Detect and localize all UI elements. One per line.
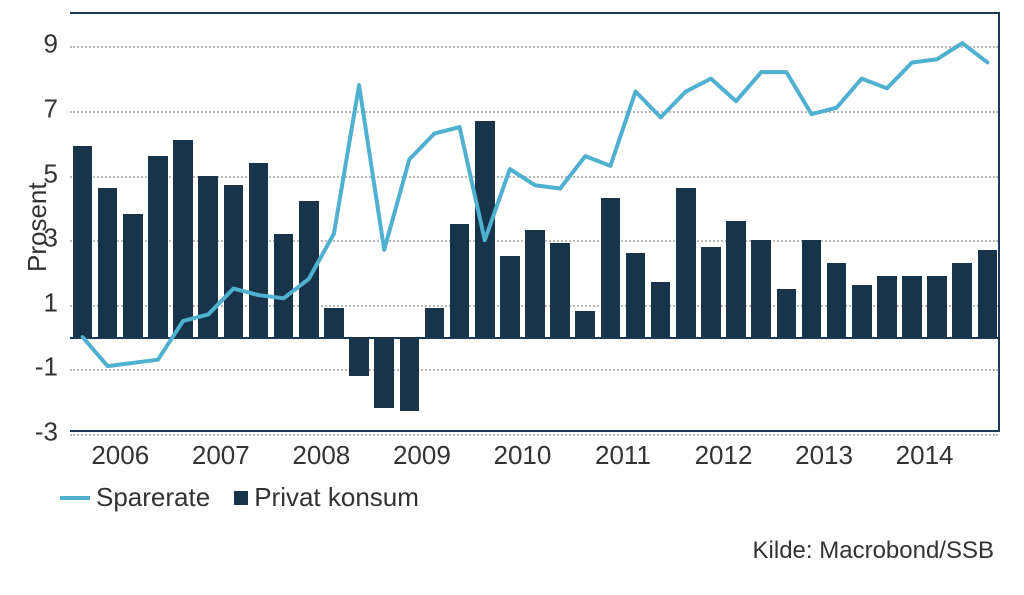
chart-container: Prosent -3-113579 2006200720082009201020…	[0, 0, 1024, 595]
x-tick-label: 2008	[292, 440, 350, 471]
y-tick-label: 9	[18, 29, 58, 60]
legend-item: Privat konsum	[234, 482, 419, 513]
gridline	[70, 434, 998, 436]
legend-box-swatch	[234, 491, 248, 505]
legend-label: Sparerate	[96, 482, 210, 513]
x-tick-label: 2014	[896, 440, 954, 471]
y-tick-label: 7	[18, 93, 58, 124]
x-tick-label: 2012	[695, 440, 753, 471]
legend-label: Privat konsum	[254, 482, 419, 513]
x-tick-label: 2007	[192, 440, 250, 471]
sparerate-line	[83, 43, 988, 366]
line-series	[70, 14, 1000, 434]
legend-item: Sparerate	[60, 482, 210, 513]
y-tick-label: 5	[18, 158, 58, 189]
x-tick-label: 2011	[595, 440, 651, 471]
y-tick-label: 1	[18, 287, 58, 318]
plot-area	[70, 12, 1000, 432]
legend: Sparerate Privat konsum	[60, 482, 419, 513]
x-tick-label: 2009	[393, 440, 451, 471]
y-tick-label: -3	[18, 417, 58, 448]
source-text: Kilde: Macrobond/SSB	[753, 537, 994, 565]
y-tick-label: 3	[18, 223, 58, 254]
y-tick-label: -1	[18, 352, 58, 383]
legend-line-swatch	[60, 496, 90, 500]
x-tick-label: 2013	[795, 440, 853, 471]
x-tick-label: 2010	[494, 440, 552, 471]
x-tick-label: 2006	[91, 440, 149, 471]
